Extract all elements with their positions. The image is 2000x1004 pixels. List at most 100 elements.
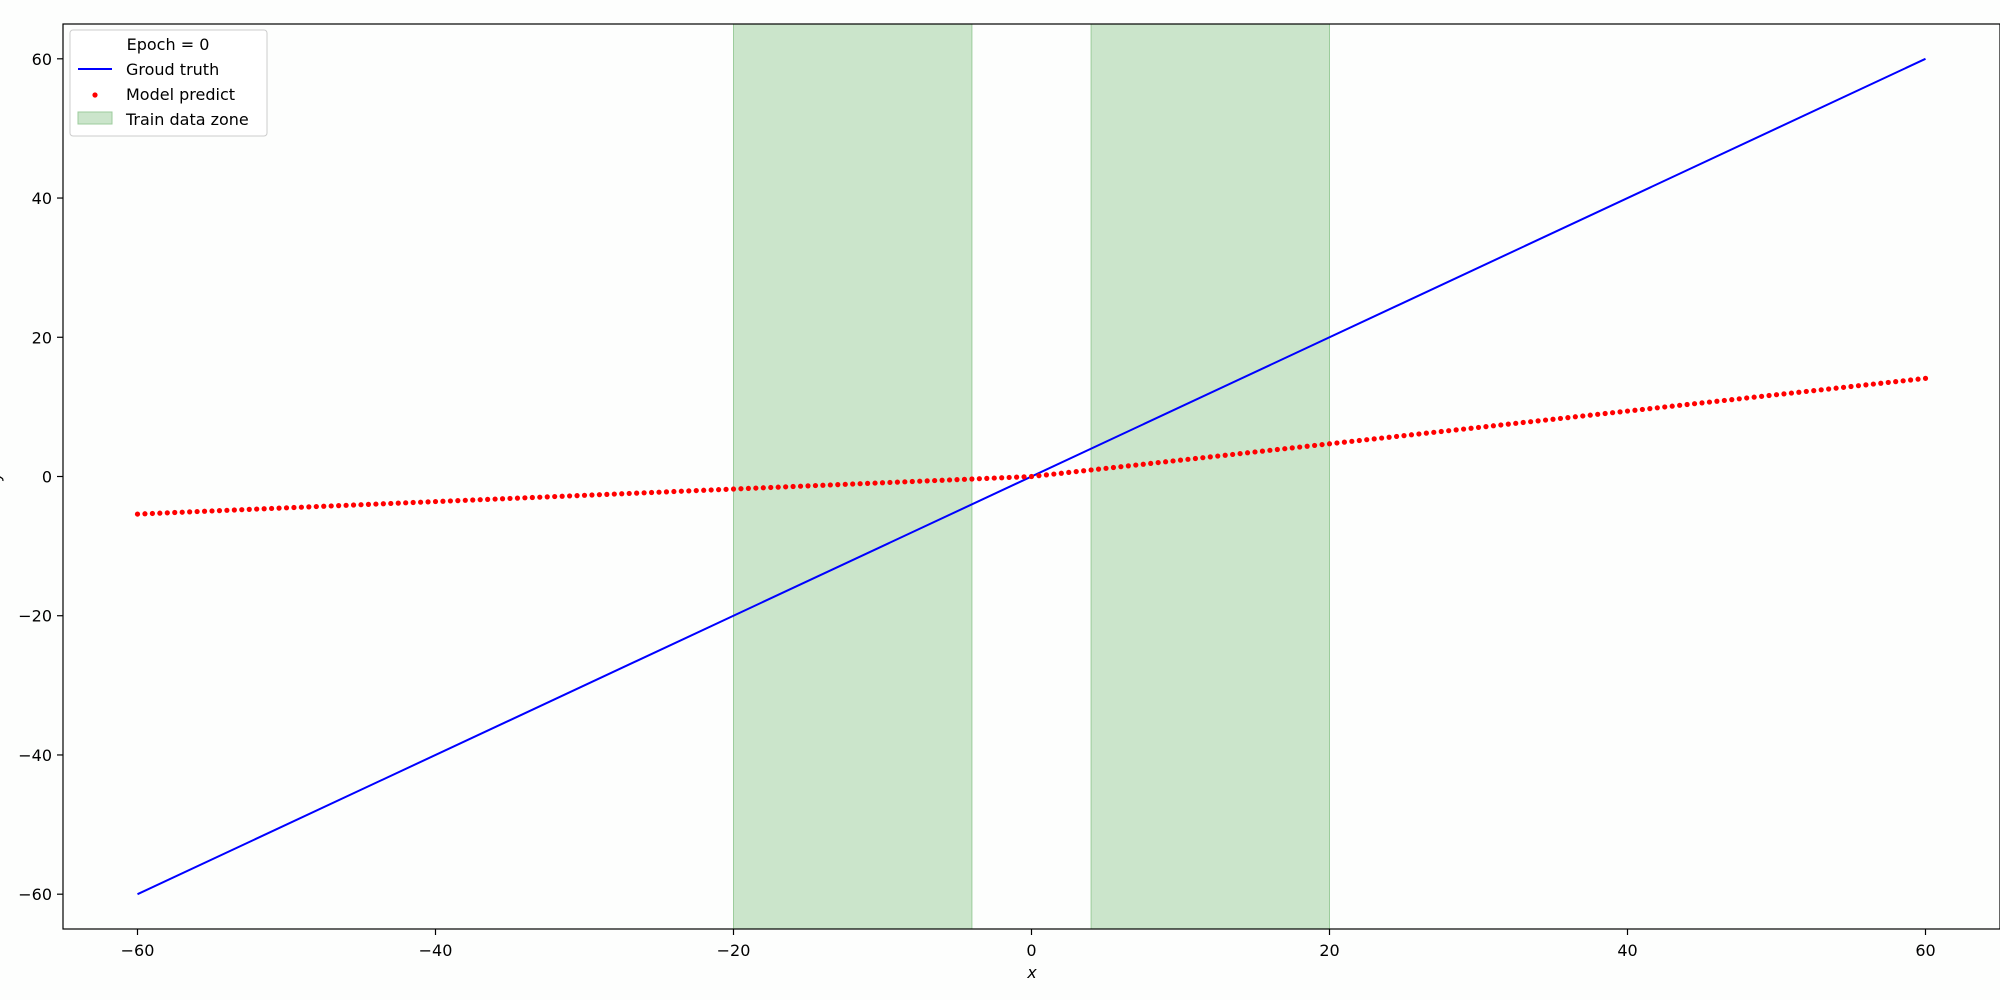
legend-model-predict-label: Model predict <box>126 85 235 104</box>
model-predict-point <box>976 476 982 482</box>
model-predict-layer <box>134 375 1929 517</box>
model-predict-point <box>1922 375 1929 381</box>
model-predict-point <box>1714 398 1720 404</box>
model-predict-point <box>1587 412 1593 418</box>
model-predict-point <box>1237 450 1243 457</box>
x-axis-label: x <box>1026 963 1037 982</box>
y-tick-label: 60 <box>32 50 52 69</box>
model-predict-point <box>1088 467 1094 473</box>
model-predict-point <box>857 481 863 487</box>
model-predict-point <box>1453 427 1459 433</box>
model-predict-point <box>641 490 647 496</box>
model-predict-point <box>1326 441 1333 447</box>
model-predict-point <box>1729 397 1735 403</box>
legend-model-predict-swatch <box>92 92 98 98</box>
model-predict-point <box>336 503 342 509</box>
model-predict-point <box>1766 392 1772 399</box>
model-predict-point <box>418 499 424 505</box>
model-predict-point <box>1282 446 1288 452</box>
model-predict-point <box>1878 380 1884 386</box>
y-tick-label: −40 <box>18 746 52 765</box>
model-predict-point <box>1744 395 1750 401</box>
model-predict-point <box>1200 455 1206 461</box>
model-predict-point <box>1840 384 1847 390</box>
model-predict-point <box>946 477 953 483</box>
model-predict-point <box>246 506 252 512</box>
model-predict-point <box>149 510 155 517</box>
model-predict-point <box>1334 440 1340 446</box>
legend: Epoch = 0 Groud truth Model predict Trai… <box>69 29 268 137</box>
model-predict-point <box>455 498 461 504</box>
model-predict-point <box>1848 383 1854 390</box>
model-predict-point <box>1796 389 1802 395</box>
model-predict-point <box>1826 386 1832 392</box>
model-predict-point <box>425 499 431 505</box>
model-predict-point <box>1900 378 1906 384</box>
model-predict-point <box>1498 422 1504 428</box>
model-predict-point <box>1863 382 1869 388</box>
model-predict-point <box>1550 416 1556 422</box>
model-predict-point <box>1446 428 1452 434</box>
model-predict-point <box>164 510 170 516</box>
model-predict-point <box>1058 470 1064 476</box>
model-predict-point <box>224 507 230 513</box>
model-predict-point <box>865 480 871 486</box>
model-predict-point <box>1095 466 1102 472</box>
legend-train-zone-swatch <box>77 111 113 125</box>
model-predict-point <box>1043 472 1049 478</box>
model-predict-point <box>1006 474 1012 481</box>
y-axis-label: y <box>0 471 4 482</box>
model-predict-point <box>1818 387 1824 393</box>
model-predict-point <box>1341 439 1347 445</box>
model-predict-point <box>343 502 349 508</box>
model-predict-point <box>499 496 506 502</box>
model-predict-point <box>1259 448 1266 454</box>
y-tick-label: 20 <box>32 328 52 347</box>
legend-box <box>69 29 268 137</box>
model-predict-point <box>1401 433 1407 439</box>
model-predict-point <box>999 475 1005 481</box>
model-predict-point <box>1535 418 1541 424</box>
model-predict-point <box>1125 463 1131 469</box>
model-predict-point <box>306 504 312 510</box>
model-predict-point <box>872 480 878 486</box>
model-predict-point <box>730 486 737 492</box>
model-predict-point <box>663 489 670 495</box>
model-predict-point <box>514 495 521 501</box>
model-predict-point <box>1177 457 1184 463</box>
model-predict-point <box>373 501 379 507</box>
model-predict-point <box>820 482 826 488</box>
model-predict-point <box>723 486 729 492</box>
model-predict-point <box>894 479 901 485</box>
model-predict-point <box>686 488 692 494</box>
model-predict-point <box>358 502 364 508</box>
model-predict-point <box>783 484 789 490</box>
model-predict-point <box>887 479 893 486</box>
model-predict-point <box>328 503 334 509</box>
model-predict-point <box>1118 464 1124 470</box>
model-predict-point <box>1580 413 1586 419</box>
model-predict-point <box>1490 423 1496 429</box>
model-predict-point <box>201 508 208 514</box>
x-tick-label: −60 <box>121 941 155 960</box>
x-tick-label: 40 <box>1617 941 1637 960</box>
model-predict-point <box>1781 391 1787 397</box>
model-predict-point <box>1028 473 1035 480</box>
train-zones-layer <box>733 23 1330 930</box>
legend-ground-truth-label: Groud truth <box>126 60 219 79</box>
model-predict-point <box>1379 435 1385 441</box>
model-predict-point <box>701 487 707 493</box>
model-predict-point <box>984 475 990 481</box>
model-predict-point <box>1431 429 1437 435</box>
model-predict-point <box>194 508 200 515</box>
model-predict-point <box>1267 447 1273 453</box>
model-predict-point <box>842 481 848 487</box>
model-predict-point <box>1736 396 1742 402</box>
model-predict-point <box>924 478 930 484</box>
model-predict-point <box>410 499 416 506</box>
model-predict-point <box>648 489 655 496</box>
model-predict-point <box>1230 451 1236 458</box>
model-predict-point <box>879 480 886 486</box>
